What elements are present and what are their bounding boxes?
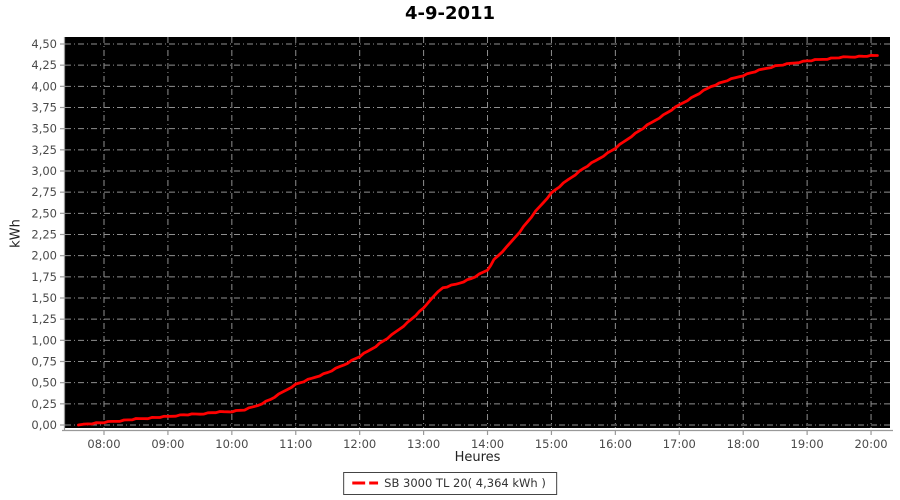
svg-text:0,25: 0,25 xyxy=(31,397,57,411)
svg-text:19:00: 19:00 xyxy=(791,437,824,451)
svg-text:1,00: 1,00 xyxy=(31,333,57,347)
svg-text:18:00: 18:00 xyxy=(727,437,760,451)
svg-text:13:00: 13:00 xyxy=(407,437,440,451)
svg-text:17:00: 17:00 xyxy=(663,437,696,451)
y-tick-labels: 0,00 0,25 0,50 0,75 1,00 1,25 1,50 1,75 2,00 2,25… xyxy=(31,37,57,432)
svg-text:20:00: 20:00 xyxy=(854,437,887,451)
svg-text:0,50: 0,50 xyxy=(31,376,57,390)
svg-text:11:00: 11:00 xyxy=(279,437,312,451)
svg-text:2,00: 2,00 xyxy=(31,249,57,263)
y-axis-label: kWh xyxy=(8,219,24,248)
svg-text:4,25: 4,25 xyxy=(31,58,57,72)
series-line-sb-3000-tl-20 xyxy=(77,53,879,427)
plot-area: 0,00 0,25 0,50 0,75 1,00 1,25 1,50 1,75 2,00 2,25… xyxy=(31,37,893,451)
svg-text:1,25: 1,25 xyxy=(31,312,57,326)
svg-text:16:00: 16:00 xyxy=(599,437,632,451)
svg-text:2,75: 2,75 xyxy=(31,185,57,199)
svg-text:2,50: 2,50 xyxy=(31,206,57,220)
svg-text:12:00: 12:00 xyxy=(343,437,376,451)
legend-label: SB 3000 TL 20( 4,364 kWh ) xyxy=(384,476,546,490)
svg-text:14:00: 14:00 xyxy=(471,437,504,451)
svg-text:0,75: 0,75 xyxy=(31,354,57,368)
svg-text:1,75: 1,75 xyxy=(31,270,57,284)
chart-title: 4-9-2011 xyxy=(404,3,496,24)
axis-lines xyxy=(60,37,893,435)
svg-text:1,50: 1,50 xyxy=(31,291,57,305)
x-axis-label: Heures xyxy=(454,450,501,465)
svg-text:08:00: 08:00 xyxy=(87,437,120,451)
svg-text:0,00: 0,00 xyxy=(31,418,57,432)
svg-text:3,50: 3,50 xyxy=(31,122,57,136)
legend: SB 3000 TL 20( 4,364 kWh ) xyxy=(343,472,557,495)
svg-text:3,00: 3,00 xyxy=(31,164,57,178)
svg-text:3,25: 3,25 xyxy=(31,143,57,157)
svg-text:2,25: 2,25 xyxy=(31,227,57,241)
svg-text:15:00: 15:00 xyxy=(535,437,568,451)
svg-text:4,50: 4,50 xyxy=(31,37,57,51)
svg-text:09:00: 09:00 xyxy=(151,437,184,451)
plot-background xyxy=(65,37,890,428)
svg-text:4,00: 4,00 xyxy=(31,79,57,93)
svg-text:3,75: 3,75 xyxy=(31,100,57,114)
legend-line-marker xyxy=(352,481,379,485)
x-tick-labels: 08:00 09:00 10:00 11:00 12:00 13:00 14:00 15:00… xyxy=(87,437,887,451)
grid-lines xyxy=(65,37,890,428)
svg-text:10:00: 10:00 xyxy=(215,437,248,451)
